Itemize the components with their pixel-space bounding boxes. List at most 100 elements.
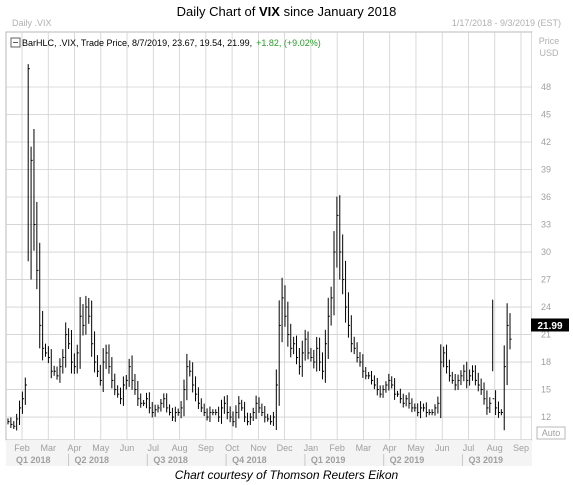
price-bar [226, 395, 229, 420]
price-bar [362, 354, 365, 378]
price-bar [82, 304, 85, 336]
price-bar [220, 399, 224, 424]
price-bar [437, 396, 440, 414]
x-tick-label: Jul [463, 443, 475, 453]
price-bar [238, 396, 241, 419]
price-bar [509, 313, 512, 350]
price-bar [448, 359, 452, 382]
quarter-label: Q1 2018 [16, 455, 51, 465]
price-bar [65, 322, 68, 368]
x-tick-label: Apr [68, 443, 82, 453]
price-bar [105, 344, 108, 369]
price-bar [108, 344, 111, 374]
price-bar [399, 388, 402, 404]
price-bar [324, 329, 327, 383]
price-bar [333, 231, 336, 316]
price-bar [293, 336, 296, 355]
price-bar [134, 374, 137, 395]
x-tick-label: Aug [487, 443, 503, 453]
price-bar [336, 196, 339, 268]
price-bar [177, 408, 180, 416]
price-bar [255, 395, 258, 419]
price-bar [235, 405, 238, 428]
legend-change: +1.82, (+9.02%) [256, 38, 321, 48]
date-range-label: 1/17/2018 - 9/3/2019 (EST) [451, 18, 561, 28]
price-bar [411, 398, 414, 413]
x-tick-label: Feb [14, 443, 30, 453]
price-bar [417, 403, 420, 417]
price-bar [79, 297, 82, 369]
quarter-label: Q3 2019 [468, 455, 503, 465]
quarter-label: Q4 2018 [232, 455, 267, 465]
price-bar [145, 392, 149, 409]
auto-scale-button[interactable] [536, 426, 566, 440]
price-bar [457, 374, 460, 390]
price-bar [137, 380, 140, 406]
grid-lines [6, 32, 532, 440]
y-tick-label: 36 [541, 192, 551, 202]
price-bar [500, 409, 503, 416]
y-tick-label: 39 [541, 165, 551, 175]
price-bar [197, 387, 201, 410]
price-bar [163, 393, 166, 408]
price-bars [7, 64, 512, 431]
price-bar [428, 409, 431, 416]
price-bar [347, 292, 351, 338]
vix-chart: Price USD 12 15 18 21 24 27 30 33 36 39 42 45 48 21.… [5, 31, 569, 466]
price-bar [492, 299, 495, 400]
price-bar [365, 367, 368, 380]
price-bar [47, 346, 50, 364]
price-bar [76, 344, 79, 374]
price-bar [192, 362, 195, 393]
price-bar [143, 400, 146, 407]
price-bar [287, 301, 290, 347]
price-bar [114, 373, 117, 396]
price-bar [206, 408, 209, 421]
x-tick-label: Dec [277, 443, 294, 453]
price-bar [414, 403, 417, 412]
price-bar [111, 357, 114, 389]
price-bar [70, 330, 74, 374]
price-bar [382, 385, 385, 398]
price-bar [189, 360, 192, 377]
price-axis-title: Price [539, 36, 560, 46]
price-bar [91, 300, 94, 357]
legend-row: BarHLC, .VIX, Trade Price, 8/7/2019, 23.… [10, 37, 321, 48]
x-tick-label: Jul [148, 443, 160, 453]
price-bar [307, 331, 310, 360]
price-bar [376, 378, 379, 396]
x-tick-label: May [407, 443, 425, 453]
x-axis-quarter-ticks: Q1 2018 Q2 2018 Q3 2018 Q4 2018 Q1 2019 Q2 20… [16, 454, 503, 466]
price-bar [94, 331, 97, 373]
price-bar [53, 365, 56, 376]
price-bar [477, 372, 480, 392]
price-bar [13, 421, 16, 429]
price-bar [321, 352, 325, 380]
price-bar [171, 407, 175, 421]
price-bar [10, 417, 13, 428]
price-bar [420, 401, 423, 419]
last-price-label: 21.99 [537, 321, 562, 332]
price-bar [232, 411, 235, 427]
price-bar [281, 277, 284, 343]
x-tick-label: Apr [383, 443, 397, 453]
price-bar [385, 381, 388, 393]
price-bar [122, 376, 126, 406]
price-bar [56, 366, 59, 380]
y-tick-label: 42 [541, 137, 551, 147]
price-bar [272, 411, 276, 427]
price-bar [195, 376, 198, 402]
price-bar [160, 398, 163, 412]
price-bar [463, 364, 466, 382]
y-tick-label: 21 [541, 330, 551, 340]
price-bar [298, 347, 301, 375]
price-bar [117, 385, 120, 398]
price-bar [140, 393, 143, 408]
x-tick-label: Nov [250, 443, 267, 453]
price-bar [209, 406, 212, 423]
price-bar [495, 390, 498, 416]
x-tick-label: May [92, 443, 110, 453]
price-bar [388, 373, 391, 391]
price-bar [16, 413, 19, 431]
price-bar [27, 64, 30, 262]
